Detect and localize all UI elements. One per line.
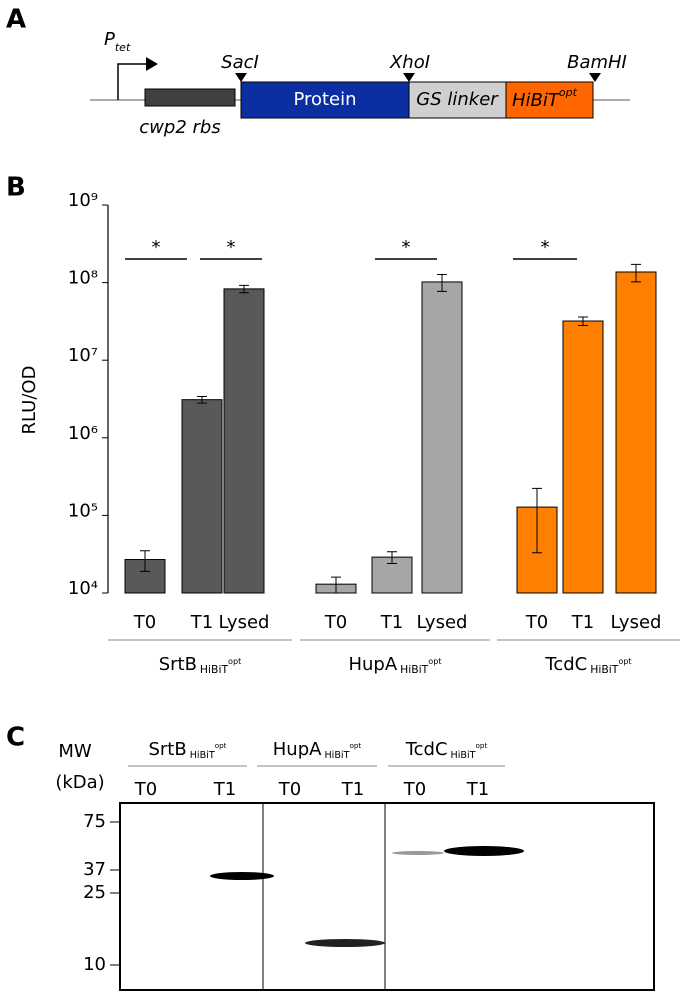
- y-tick-label: 10⁴: [68, 578, 98, 599]
- band: [392, 851, 444, 855]
- significance: *: [152, 237, 161, 258]
- promoter-sub: tet: [115, 41, 131, 54]
- group-label: SrtB HiBiTopt: [148, 739, 226, 761]
- lane-label: T0: [403, 779, 426, 800]
- panel-label: C: [6, 723, 25, 753]
- group-label: TcdC HiBiTopt: [544, 654, 631, 676]
- band: [210, 872, 274, 880]
- group-label: HupA HiBiTopt: [348, 654, 441, 676]
- x-tick-label: Lysed: [219, 612, 270, 633]
- x-tick-label: T0: [324, 612, 347, 633]
- group-name: TcdC: [544, 654, 587, 675]
- group-sub: HiBiT: [324, 750, 349, 761]
- group-label: TcdC HiBiTopt: [405, 739, 488, 761]
- blot: [119, 802, 655, 991]
- error-bar: [437, 274, 447, 292]
- panel-label: A: [6, 5, 26, 35]
- site-label: BamHI: [567, 52, 627, 73]
- group-sub: HiBiT: [190, 750, 215, 761]
- y-tick-label: 10⁹: [68, 190, 98, 211]
- group-sub: HiBiT: [200, 663, 229, 676]
- x-tick-label: Lysed: [611, 612, 662, 633]
- marker-label: 10: [83, 954, 106, 975]
- tag-box: [505, 81, 594, 119]
- arrow-head: [146, 57, 158, 71]
- tag-sup: opt: [559, 86, 578, 99]
- marker-label: 25: [83, 882, 106, 903]
- y-tick-label: 10⁷: [68, 345, 98, 366]
- promoter: Ptet: [104, 29, 131, 54]
- x-tick-label: T1: [190, 612, 213, 633]
- error-bar: [197, 396, 207, 404]
- group-name: TcdC: [405, 739, 448, 760]
- group-sup: opt: [476, 741, 488, 750]
- bar: [181, 399, 223, 594]
- lane-label: T0: [278, 779, 301, 800]
- band: [444, 846, 524, 856]
- bar: [223, 288, 265, 594]
- x-tick-label: T1: [571, 612, 594, 633]
- x-tick-label: T1: [380, 612, 403, 633]
- band: [305, 939, 385, 947]
- error-bar: [239, 284, 249, 294]
- group-sup: opt: [618, 656, 631, 666]
- error-bar: [387, 551, 397, 564]
- rbs-box: [144, 88, 236, 107]
- error-bar: [331, 576, 341, 594]
- y-axis-label: RLU/OD: [19, 366, 40, 435]
- mw-label: MW: [58, 741, 92, 762]
- significance: *: [402, 237, 411, 258]
- group-sub: HiBiT: [400, 663, 429, 676]
- group-sup: opt: [215, 741, 227, 750]
- site-markers: [235, 73, 601, 82]
- linker-label: GS linker: [416, 89, 499, 110]
- group-label: SrtB HiBiTopt: [159, 654, 242, 676]
- error-bar: [140, 550, 150, 572]
- group-name: SrtB: [159, 654, 197, 675]
- tag-text: HiBiT: [512, 90, 561, 111]
- site-label: XhoI: [389, 52, 430, 73]
- y-tick-label: 10⁶: [68, 423, 98, 444]
- error-bar: [631, 263, 641, 283]
- significance: *: [541, 237, 550, 258]
- promoter-text: P: [104, 29, 115, 50]
- group-sup: opt: [428, 656, 441, 666]
- error-bar: [532, 487, 542, 554]
- group-name: SrtB: [148, 739, 186, 760]
- promoter-arrow: [117, 63, 148, 100]
- bar: [562, 320, 604, 594]
- linker-box: [408, 81, 507, 119]
- lane-label: T1: [213, 779, 236, 800]
- group-sup: opt: [228, 656, 241, 666]
- x-tick-label: Lysed: [417, 612, 468, 633]
- bar: [615, 271, 657, 594]
- lane-label: T0: [134, 779, 157, 800]
- rbs-label: cwp2 rbs: [139, 117, 220, 138]
- tag-label: HiBiTopt: [512, 86, 578, 111]
- group-name: HupA: [348, 654, 397, 675]
- group-name: HupA: [273, 739, 322, 760]
- error-bar: [578, 316, 588, 327]
- group-sup: opt: [349, 741, 361, 750]
- bar: [421, 281, 463, 594]
- protein-label: Protein: [293, 89, 356, 110]
- group-label: HupA HiBiTopt: [273, 739, 362, 761]
- lane-label: T1: [341, 779, 364, 800]
- group-sub: HiBiT: [590, 663, 619, 676]
- marker-label: 37: [83, 859, 106, 880]
- marker-label: 75: [83, 811, 106, 832]
- significance: *: [227, 237, 236, 258]
- mw-unit: (kDa): [55, 772, 104, 793]
- y-tick-label: 10⁵: [68, 500, 98, 521]
- site-label: SacI: [221, 52, 259, 73]
- x-tick-label: T0: [525, 612, 548, 633]
- lane-label: T1: [466, 779, 489, 800]
- y-tick-label: 10⁸: [68, 268, 98, 289]
- panel-label: B: [6, 173, 26, 203]
- x-tick-label: T0: [133, 612, 156, 633]
- group-sub: HiBiT: [451, 750, 476, 761]
